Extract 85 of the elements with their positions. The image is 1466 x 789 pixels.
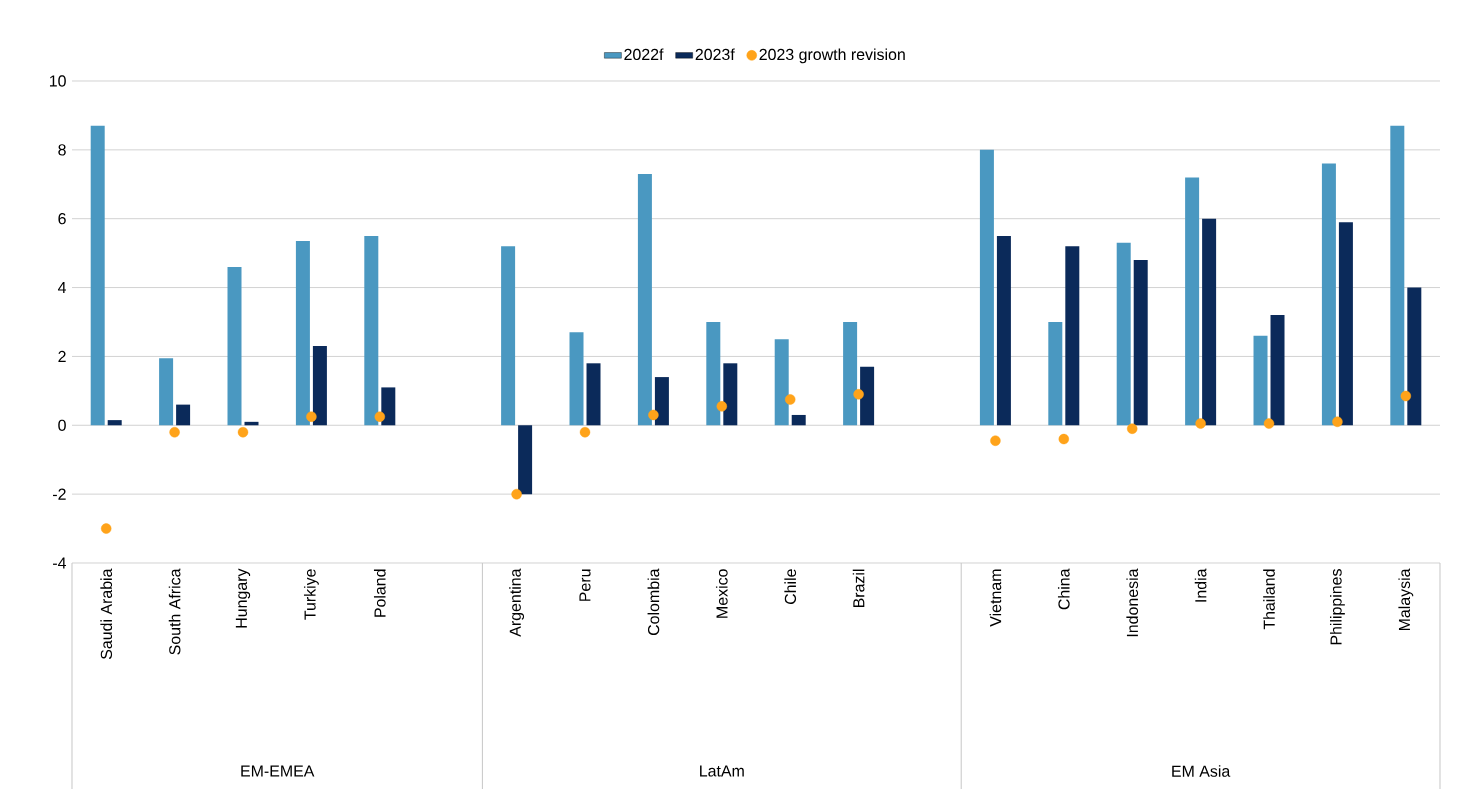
point [101,523,112,534]
point [785,394,796,405]
bar [107,420,122,426]
bar [654,377,669,426]
x-tick-label: Colombia [647,568,660,636]
bar [996,235,1011,426]
point [579,426,591,438]
x-tick-label: Poland [373,569,386,617]
legend-label: 2023 growth revision [759,48,905,64]
x-tick-label: Indonesia [1126,568,1139,637]
y-tick-label: 6 [58,213,66,225]
bar [1065,246,1080,426]
y-tick-label: 4 [57,282,67,294]
bar [843,321,858,426]
bar [1270,315,1285,426]
point [990,435,1001,446]
text: EM Asia [1172,765,1231,777]
y-tick-label: 10 [49,75,66,87]
bar [1321,163,1336,426]
x-tick-label: Turkiye [303,569,319,620]
bar [227,266,242,426]
text: LatAm [700,765,744,777]
y-tick-label: -2 [53,488,66,500]
x-tick-label: China [1057,568,1070,610]
bar [791,414,806,426]
x-tick-label: Argentina [509,568,525,637]
point [716,401,728,412]
point [1058,433,1070,445]
bar [518,425,533,495]
bar [979,149,994,426]
bar [1133,260,1148,426]
x-tick-label: Philippines [1329,569,1345,645]
bar [1390,125,1405,426]
point [1332,416,1343,428]
point [169,426,180,438]
y-tick-label: 2 [58,350,66,362]
x-tick-label: Hungary [235,568,251,628]
point [1263,418,1275,429]
bar [637,173,652,426]
bar [90,125,105,426]
x-tick-label: Vietnam [989,569,1002,627]
bar [774,339,789,426]
bar [176,404,191,426]
point [306,411,317,422]
bar [1407,287,1422,426]
x-tick-label: Mexico [715,569,728,618]
legend-label: 2023f [695,48,735,61]
x-tick-label: Brazil [852,569,865,608]
point [1195,418,1206,429]
bar [312,346,327,426]
y-tick-label: 0 [58,419,66,431]
x-tick-label: Chile [784,569,797,605]
bar [569,332,584,426]
bar [1116,242,1131,426]
bar [723,363,738,426]
point [511,488,522,500]
bar [860,366,875,426]
x-tick-label: Saudi Arabia [100,568,113,660]
point [648,409,659,421]
point [1127,423,1138,434]
point [374,411,386,422]
legend-label: 2022f [624,48,664,61]
bar [1338,222,1353,426]
bar [364,235,379,426]
bar [381,387,396,426]
x-tick-label: India [1194,568,1207,602]
bar [706,321,721,426]
point [1400,390,1412,402]
bar [1048,321,1063,426]
bar [159,358,174,426]
bar [501,246,516,426]
bar [1185,177,1200,426]
bar [586,363,601,426]
point [853,389,864,400]
x-tick-label: Thailand [1263,569,1275,630]
bar [1253,335,1268,426]
x-tick-label: South Africa [168,568,181,655]
y-tick-label: -4 [53,557,67,569]
bar [295,241,310,426]
y-tick-label: 8 [58,144,66,156]
x-tick-label: Malaysia [1398,568,1414,631]
x-tick-label: Peru [579,569,591,601]
text: EM-EMEA [241,765,315,777]
point [237,426,249,438]
bar [1202,218,1217,426]
